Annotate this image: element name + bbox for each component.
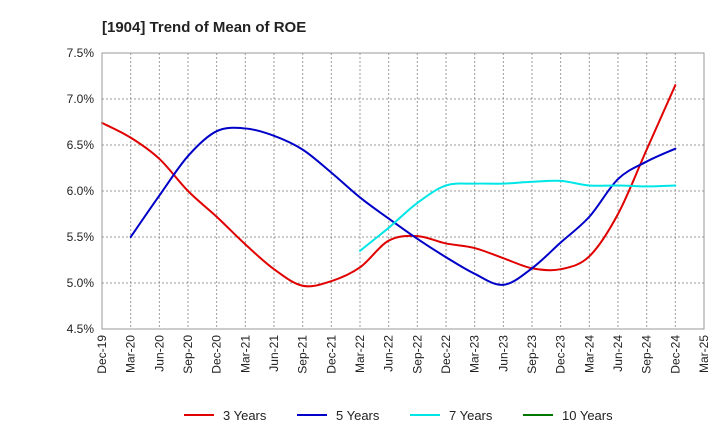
x-tick-label: Sep-21	[296, 335, 310, 374]
x-tick-label: Mar-22	[353, 335, 367, 373]
x-tick-label: Dec-19	[95, 335, 109, 374]
x-tick-label: Jun-24	[611, 335, 625, 372]
x-tick-label: Sep-22	[410, 335, 424, 374]
x-tick-label: Dec-21	[324, 335, 338, 374]
y-tick-label: 4.5%	[67, 322, 95, 336]
x-tick-label: Jun-22	[382, 335, 396, 372]
x-tick-label: Mar-20	[124, 335, 138, 373]
series-lines	[101, 84, 677, 288]
x-tick-label: Mar-24	[582, 335, 596, 373]
x-tick-label: Jun-20	[152, 335, 166, 372]
x-tick-label: Mar-25	[697, 335, 711, 373]
y-axis-ticks: 4.5% 5.0% 5.5% 6.0% 6.5% 7.0% 7.5%	[67, 46, 95, 336]
legend: 3 Years 5 Years 7 Years 10 Years	[184, 408, 613, 423]
y-tick-label: 7.5%	[67, 46, 95, 60]
y-tick-label: 5.5%	[67, 230, 95, 244]
x-tick-label: Mar-21	[238, 335, 252, 373]
plot-frame	[101, 52, 705, 330]
y-tick-label: 5.0%	[67, 276, 95, 290]
chart-title: [1904] Trend of Mean of ROE	[102, 19, 306, 36]
x-tick-label: Dec-24	[668, 335, 682, 374]
x-tick-label: Dec-20	[210, 335, 224, 374]
legend-label-7-years: 7 Years	[449, 408, 493, 423]
y-tick-label: 6.5%	[67, 138, 95, 152]
x-tick-label: Sep-20	[181, 335, 195, 374]
x-tick-label: Dec-23	[554, 335, 568, 374]
series-line-3-years	[101, 84, 677, 288]
legend-label-5-years: 5 Years	[336, 408, 380, 423]
grid-lines	[102, 53, 704, 329]
x-tick-label: Dec-22	[439, 335, 453, 374]
x-tick-label: Sep-23	[525, 335, 539, 374]
y-tick-label: 6.0%	[67, 184, 95, 198]
y-tick-label: 7.0%	[67, 92, 95, 106]
legend-label-3-years: 3 Years	[223, 408, 267, 423]
x-tick-label: Mar-23	[468, 335, 482, 373]
x-tick-label: Sep-24	[640, 335, 654, 374]
series-line-7-years	[359, 179, 677, 252]
x-axis-ticks: Dec-19 Mar-20 Jun-20 Sep-20 Dec-20 Mar-21 Jun-…	[95, 335, 711, 374]
legend-label-10-years: 10 Years	[562, 408, 613, 423]
x-tick-label: Jun-21	[267, 335, 281, 372]
x-tick-label: Jun-23	[496, 335, 510, 372]
series-line-5-years	[129, 126, 677, 286]
